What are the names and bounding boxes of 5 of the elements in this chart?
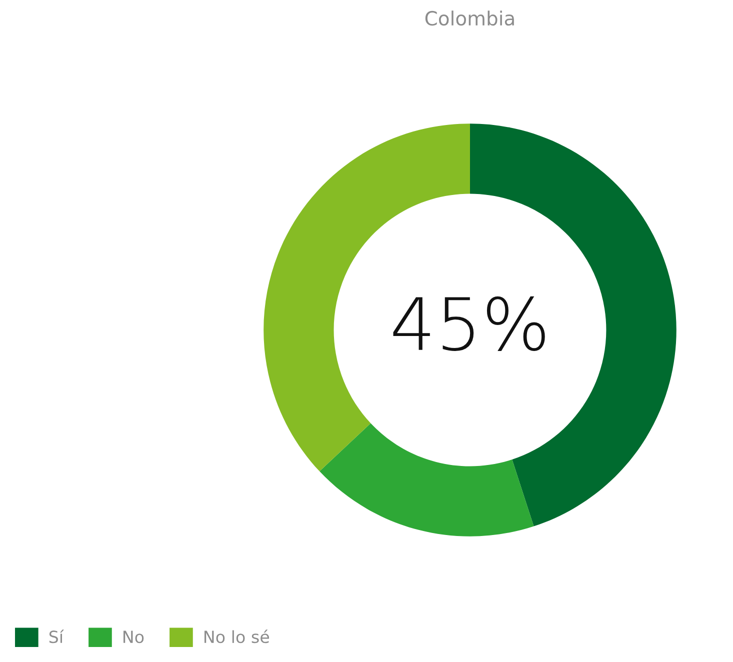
legend-label: No [124,630,144,644]
legend-label: No lo sé [204,630,270,644]
legend-label: Sí [49,630,64,644]
chart-title: Colombia [425,10,514,26]
text: 45% [393,296,545,351]
